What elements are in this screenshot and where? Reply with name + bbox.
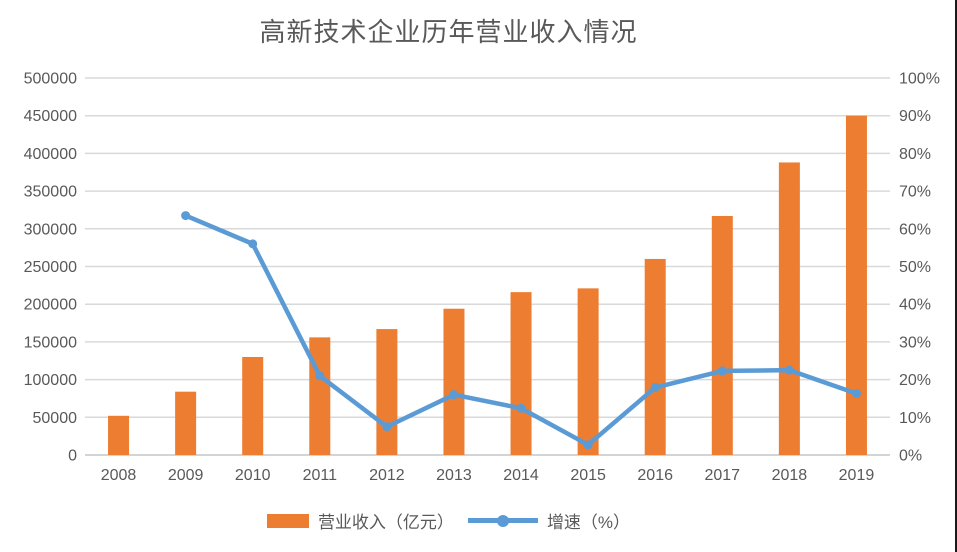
bar-2011 [309, 337, 331, 455]
growth-marker-2012 [382, 422, 392, 432]
chart-title: 高新技术企业历年营业收入情况 [259, 18, 638, 48]
growth-marker-icon [496, 514, 509, 527]
growth-marker-2017 [717, 366, 727, 376]
y-right-tick-label: 60% [899, 221, 931, 238]
revenue-bar-swatch-icon [266, 513, 309, 528]
legend-item-revenue: 营业收入（亿元） [266, 508, 454, 533]
bar-2016 [644, 258, 666, 455]
chart-legend: 营业收入（亿元） 增速（%） [0, 508, 897, 533]
y-right-tick-label: 30% [899, 334, 931, 351]
x-tick-label: 2016 [637, 467, 673, 484]
x-tick-label: 2008 [101, 467, 137, 484]
bar-2014 [510, 292, 532, 455]
bar-2017 [711, 215, 733, 455]
x-tick-label: 2011 [303, 467, 338, 484]
legend-label-growth: 增速（%） [546, 513, 631, 532]
window-edge-divider [955, 0, 957, 552]
bar-2012 [376, 329, 398, 455]
y-right-tick-label: 90% [899, 108, 931, 125]
growth-marker-2009 [181, 211, 191, 221]
bar-2010 [242, 356, 264, 455]
y-right-tick-label: 0% [899, 448, 922, 465]
x-tick-label: 2017 [704, 467, 740, 484]
y-left-tick-label: 200000 [24, 297, 77, 314]
growth-marker-2014 [516, 403, 526, 413]
bar-2019 [845, 115, 867, 455]
x-tick-label: 2009 [168, 467, 204, 484]
bar-2013 [443, 308, 465, 455]
growth-marker-2013 [449, 390, 459, 400]
y-left-tick-label: 250000 [24, 259, 77, 276]
bar-2015 [577, 288, 599, 455]
y-right-tick-label: 10% [899, 410, 931, 427]
y-left-tick-label: 450000 [24, 108, 77, 125]
growth-marker-2016 [650, 383, 660, 393]
y-right-tick-label: 40% [899, 297, 931, 314]
growth-line-swatch-icon [467, 514, 538, 527]
x-tick-label: 2013 [436, 467, 472, 484]
growth-marker-2011 [315, 371, 325, 381]
legend-item-growth: 增速（%） [467, 508, 631, 533]
y-left-tick-label: 350000 [24, 184, 77, 201]
legend-label-revenue: 营业收入（亿元） [317, 513, 454, 532]
x-tick-label: 2012 [369, 467, 405, 484]
y-right-tick-label: 100% [899, 71, 940, 88]
y-left-tick-label: 500000 [24, 71, 77, 88]
y-left-tick-label: 50000 [33, 410, 78, 427]
x-tick-label: 2018 [772, 467, 808, 484]
bar-2008 [108, 415, 130, 455]
y-right-tick-label: 70% [899, 184, 931, 201]
y-left-tick-label: 100000 [24, 372, 77, 389]
growth-marker-2015 [583, 440, 593, 450]
x-tick-label: 2010 [235, 467, 271, 484]
y-right-tick-label: 80% [899, 146, 931, 163]
y-right-tick-label: 20% [899, 372, 931, 389]
x-tick-label: 2019 [839, 467, 875, 484]
y-right-tick-label: 50% [899, 259, 931, 276]
x-tick-label: 2014 [503, 467, 539, 484]
y-left-tick-label: 400000 [24, 146, 77, 163]
y-left-tick-label: 300000 [24, 221, 77, 238]
growth-marker-2010 [248, 239, 258, 249]
y-left-tick-label: 0 [68, 448, 77, 465]
x-tick-label: 2015 [570, 467, 606, 484]
bar-2018 [778, 162, 800, 455]
growth-marker-2018 [784, 365, 794, 375]
bar-2009 [175, 391, 197, 455]
y-left-tick-label: 150000 [24, 334, 77, 351]
growth-marker-2019 [851, 389, 861, 399]
